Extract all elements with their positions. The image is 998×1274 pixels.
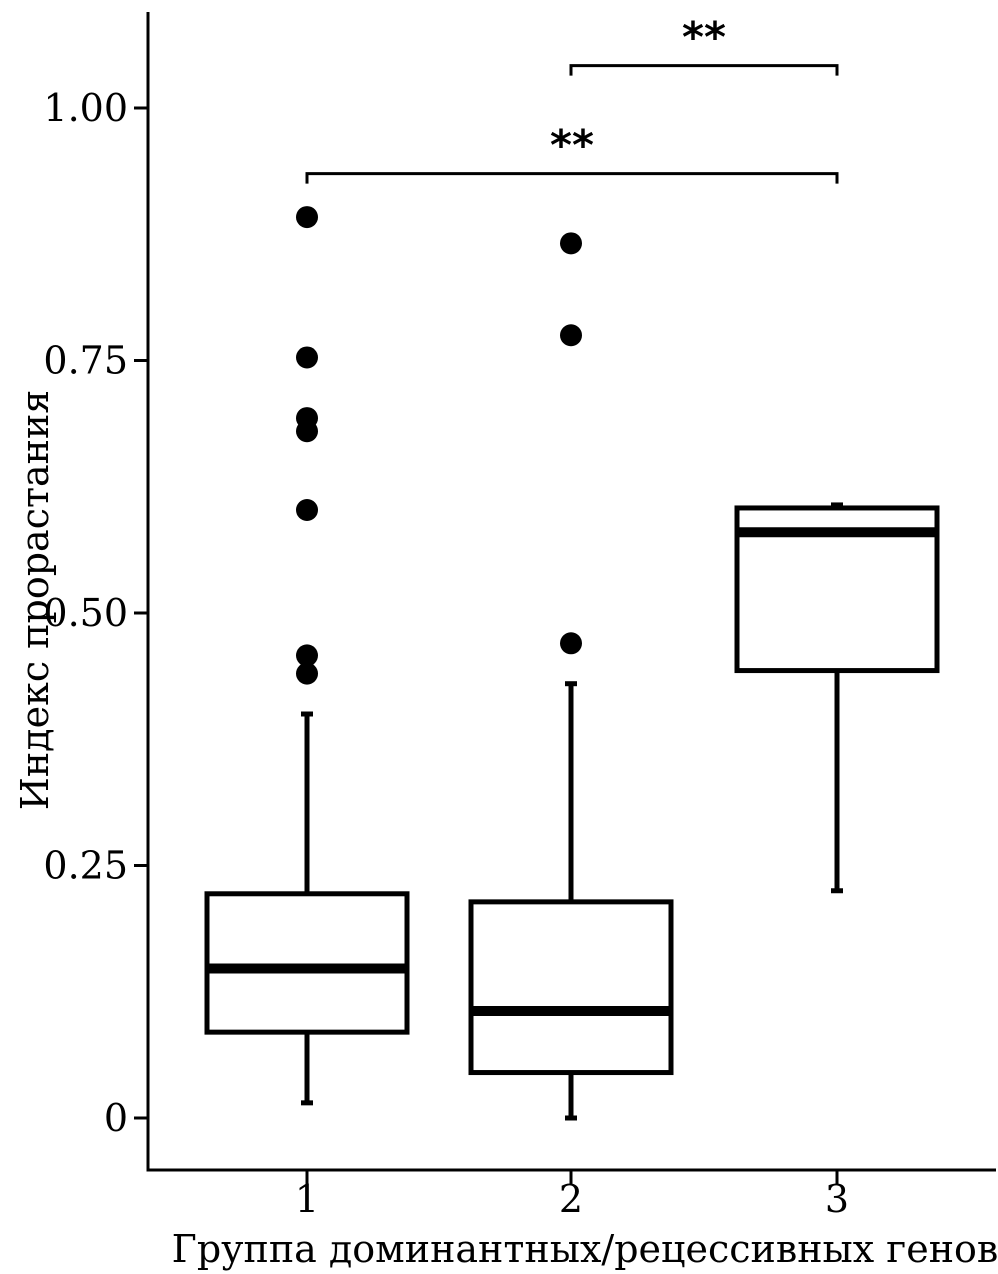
outlier-point — [296, 407, 318, 430]
x-tick-label: 2 — [559, 1177, 583, 1221]
outlier-point — [560, 232, 582, 255]
axes: 0 0.25 0.50 0.75 1.00 1 2 3 — [43, 12, 996, 1221]
x-tick-label: 3 — [825, 1177, 849, 1221]
bracket-line — [305, 172, 839, 184]
bracket-line — [569, 64, 839, 76]
outlier-point — [296, 498, 318, 521]
outlier-point — [296, 346, 318, 369]
boxes-layer — [204, 206, 940, 1121]
box-group-3 — [734, 502, 940, 894]
outlier-point — [296, 644, 318, 667]
y-tick-label: 0 — [104, 1096, 128, 1140]
y-tick-label: 0.75 — [43, 339, 128, 383]
box-iqr — [204, 891, 410, 1035]
box-group-1 — [204, 206, 410, 1106]
x-axis-title: Группа доминантных/рецессивных генов — [172, 1227, 998, 1271]
x-tick-label: 1 — [295, 1177, 319, 1221]
y-tick-label: 0.50 — [43, 591, 128, 635]
y-axis-title: Индекс прорастания — [13, 390, 57, 811]
box-iqr — [468, 899, 674, 1076]
significance-label: ** — [682, 13, 726, 62]
significance-layer: ** ** — [305, 13, 839, 184]
y-tick-label: 1.00 — [43, 86, 128, 130]
outlier-point — [560, 632, 582, 655]
outlier-point — [296, 662, 318, 685]
significance-bracket: ** — [569, 13, 839, 76]
y-tick-label: 0.25 — [43, 844, 128, 888]
outlier-point — [296, 206, 318, 229]
significance-label: ** — [550, 121, 594, 170]
outlier-point — [560, 324, 582, 347]
box-group-2 — [468, 232, 674, 1121]
significance-bracket: ** — [305, 121, 839, 184]
